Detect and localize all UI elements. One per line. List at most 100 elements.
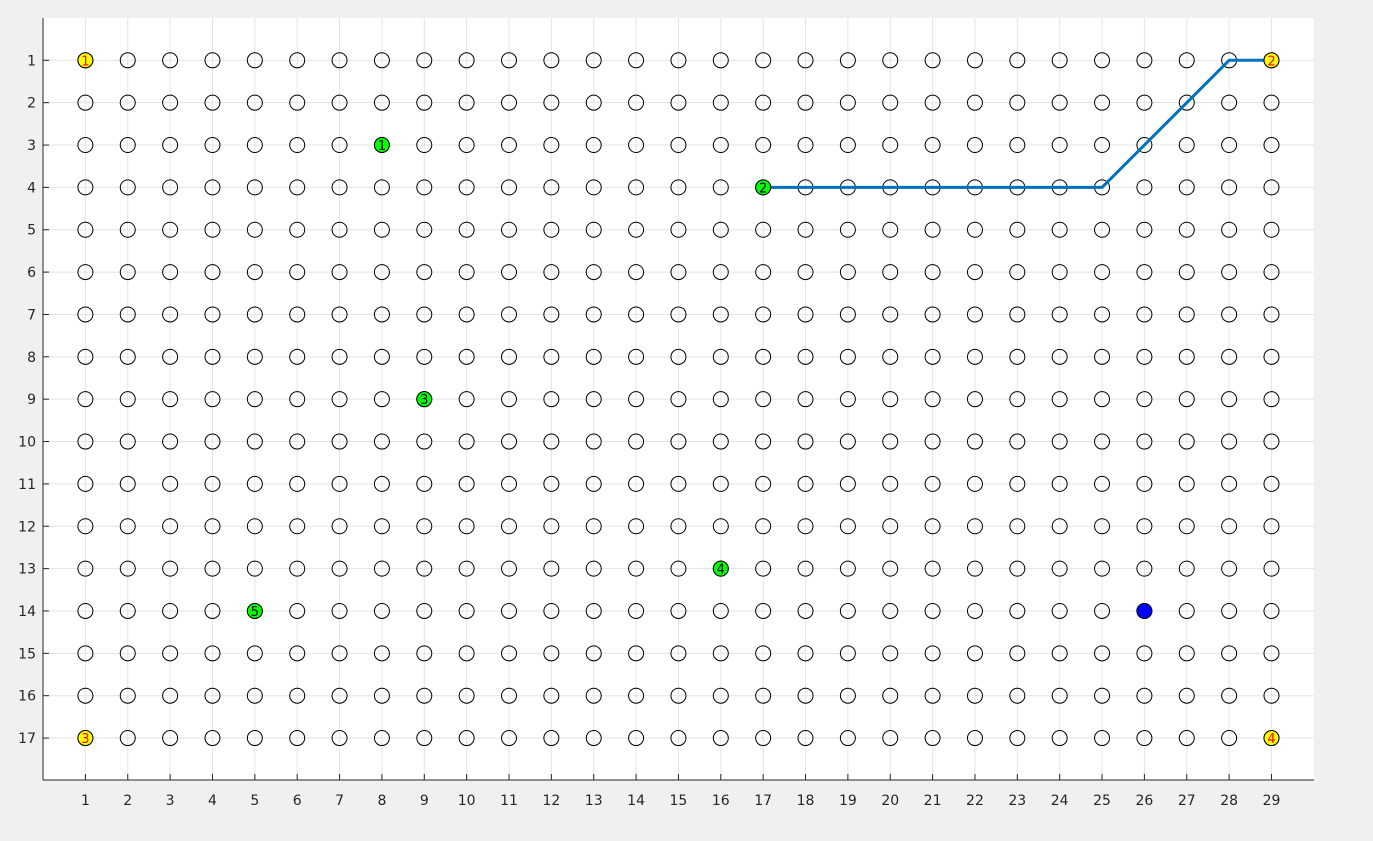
grid-marker bbox=[204, 687, 221, 704]
grid-marker bbox=[204, 137, 221, 154]
grid-marker bbox=[585, 264, 602, 281]
grid-marker bbox=[797, 94, 814, 111]
grid-marker bbox=[119, 730, 136, 747]
grid-marker bbox=[585, 348, 602, 365]
grid-marker bbox=[797, 391, 814, 408]
x-tick-label: 11 bbox=[500, 793, 518, 809]
grid-marker bbox=[670, 348, 687, 365]
grid-marker bbox=[1263, 433, 1280, 450]
grid-marker bbox=[77, 687, 94, 704]
grid-marker bbox=[628, 391, 645, 408]
green-marker bbox=[416, 391, 433, 408]
grid-marker bbox=[628, 475, 645, 492]
y-tick-label: 15 bbox=[18, 646, 36, 662]
grid-marker bbox=[1178, 602, 1195, 619]
grid-marker bbox=[755, 52, 772, 69]
grid-marker bbox=[712, 306, 729, 323]
grid-marker bbox=[543, 52, 560, 69]
grid-marker bbox=[1263, 560, 1280, 577]
grid-marker bbox=[1178, 348, 1195, 365]
x-tick-label: 14 bbox=[627, 793, 645, 809]
grid-marker bbox=[797, 52, 814, 69]
grid-marker bbox=[204, 264, 221, 281]
grid-marker bbox=[1221, 475, 1238, 492]
grid-marker bbox=[1094, 433, 1111, 450]
grid-marker bbox=[966, 306, 983, 323]
grid-marker bbox=[77, 264, 94, 281]
grid-marker bbox=[416, 560, 433, 577]
x-tick-label: 6 bbox=[293, 793, 302, 809]
grid-marker bbox=[1263, 475, 1280, 492]
grid-marker bbox=[1094, 391, 1111, 408]
grid-marker bbox=[1178, 391, 1195, 408]
grid-marker bbox=[882, 52, 899, 69]
grid-marker bbox=[1051, 730, 1068, 747]
grid-marker bbox=[585, 179, 602, 196]
grid-marker bbox=[1051, 560, 1068, 577]
grid-marker bbox=[246, 475, 263, 492]
grid-marker bbox=[162, 391, 179, 408]
grid-marker bbox=[628, 518, 645, 535]
grid-marker bbox=[543, 730, 560, 747]
grid-marker bbox=[839, 645, 856, 662]
y-tick-label: 2 bbox=[27, 96, 36, 112]
grid-marker bbox=[204, 179, 221, 196]
grid-marker bbox=[501, 306, 517, 323]
grid-marker bbox=[1221, 518, 1238, 535]
grid-marker bbox=[416, 687, 433, 704]
grid-marker bbox=[543, 306, 560, 323]
grid-marker bbox=[755, 645, 772, 662]
grid-marker bbox=[585, 518, 602, 535]
grid-marker bbox=[416, 221, 433, 238]
grid-marker bbox=[373, 221, 390, 238]
grid-marker bbox=[119, 52, 136, 69]
grid-marker bbox=[373, 687, 390, 704]
grid-marker bbox=[543, 348, 560, 365]
green-marker bbox=[246, 602, 263, 619]
grid-marker bbox=[670, 433, 687, 450]
y-tick-label: 13 bbox=[18, 562, 36, 578]
path-line bbox=[763, 58, 1272, 189]
grid-marker bbox=[670, 306, 687, 323]
grid-marker bbox=[585, 475, 602, 492]
grid-marker bbox=[77, 602, 94, 619]
grid-marker bbox=[289, 391, 306, 408]
grid-marker bbox=[77, 560, 94, 577]
grid-marker bbox=[1051, 94, 1068, 111]
grid-marker bbox=[1136, 179, 1153, 196]
grid-marker bbox=[1136, 433, 1153, 450]
grid-marker bbox=[458, 433, 475, 450]
grid-marker bbox=[924, 306, 941, 323]
grid-marker bbox=[162, 264, 179, 281]
grid-marker bbox=[839, 433, 856, 450]
grid-marker bbox=[628, 94, 645, 111]
grid-marker bbox=[839, 687, 856, 704]
grid-marker bbox=[458, 730, 475, 747]
grid-marker bbox=[966, 645, 983, 662]
grid-marker bbox=[670, 730, 687, 747]
grid-marker bbox=[331, 602, 348, 619]
grid-marker bbox=[246, 306, 263, 323]
grid-marker bbox=[1178, 475, 1195, 492]
grid-marker bbox=[1009, 94, 1026, 111]
grid-marker bbox=[1009, 221, 1026, 238]
grid-marker bbox=[501, 137, 517, 154]
grid-marker bbox=[1051, 52, 1068, 69]
grid-marker bbox=[585, 602, 602, 619]
grid-marker bbox=[797, 518, 814, 535]
grid-marker bbox=[77, 518, 94, 535]
grid-marker bbox=[246, 687, 263, 704]
grid-marker bbox=[77, 137, 94, 154]
grid-marker bbox=[755, 94, 772, 111]
grid-marker bbox=[1178, 518, 1195, 535]
x-tick-label: 15 bbox=[670, 793, 688, 809]
grid-marker bbox=[797, 475, 814, 492]
grid-marker bbox=[246, 645, 263, 662]
grid-marker bbox=[839, 730, 856, 747]
grid-marker bbox=[543, 94, 560, 111]
grid-marker bbox=[1263, 645, 1280, 662]
grid-marker bbox=[839, 560, 856, 577]
grid-marker bbox=[543, 475, 560, 492]
grid-marker bbox=[1051, 518, 1068, 535]
